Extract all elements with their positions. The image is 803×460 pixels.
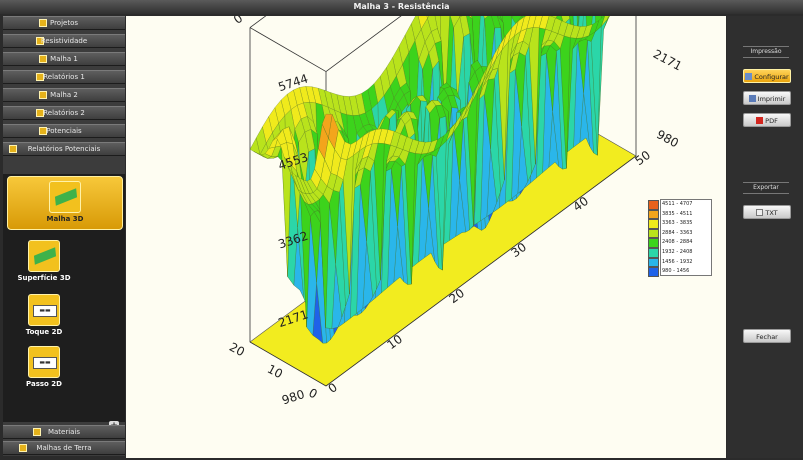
z-tick-label-left: 980 (280, 387, 306, 407)
configure-button[interactable]: Configurar (743, 69, 791, 83)
y-tick-label: 10 (265, 362, 285, 382)
pdf-button[interactable]: PDF (743, 113, 791, 127)
legend-swatch (648, 258, 659, 268)
sidebar-item-label: Malha 2 (3, 89, 125, 101)
chart-area: 0010102020303040405050010205744574445534… (126, 16, 726, 458)
legend-entry: 2408 - 2884 (648, 238, 712, 248)
window-title: Malha 3 - Resistência (0, 0, 803, 14)
legend-swatch (648, 219, 659, 229)
sidebar-item-1[interactable]: Resistividade (3, 34, 125, 48)
sidebar-item-5[interactable]: Relatórios 2 (3, 106, 125, 120)
surface-patch (607, 16, 617, 19)
sidebar-item-3[interactable]: Relatórios 1 (3, 70, 125, 84)
legend-swatch (648, 210, 659, 220)
txt-file-icon (756, 209, 763, 216)
configure-label: Configurar (754, 73, 788, 81)
tool-label: Malha 3D (8, 215, 122, 223)
legend-label: 3363 - 3835 (662, 219, 692, 229)
sidebar-item-label: Malhas de Terra (3, 442, 125, 454)
sidebar-item-label: Resistividade (3, 35, 125, 47)
legend-label: 1456 - 1932 (662, 258, 692, 268)
export-group-label: Exportar (743, 182, 789, 194)
y-tick-label: 20 (227, 340, 247, 360)
legend-entry: 2884 - 3363 (648, 229, 712, 239)
tool-label: Toque 2D (9, 328, 79, 336)
y-tick-label: 0 (306, 386, 319, 402)
print-group-label: Impressão (743, 46, 789, 58)
z-tick-label-right: 980 (654, 127, 681, 150)
legend-swatch (648, 267, 659, 277)
txt-button[interactable]: TXT (743, 205, 791, 219)
sidebar-item-2[interactable]: Malha 1 (3, 52, 125, 66)
profile-icon: ▬▬ (28, 294, 60, 326)
sidebar: Projetos Resistividade Malha 1 Relatórios 1… (3, 16, 125, 456)
legend-entry: 980 - 1456 (648, 267, 712, 277)
sidebar-bottom-item-0[interactable]: Materiais (3, 425, 125, 439)
sidebar-bottom-item-1[interactable]: Malhas de Terra (3, 441, 125, 455)
legend-swatch (648, 200, 659, 210)
printer-icon (749, 95, 756, 102)
x-tick-label-top: 0 (231, 16, 245, 27)
surface-icon (49, 181, 81, 213)
legend-label: 3835 - 4511 (662, 210, 692, 220)
close-label: Fechar (756, 333, 778, 341)
sidebar-item-label: Materiais (3, 426, 125, 438)
tool-label: Passo 2D (9, 380, 79, 388)
legend-entry: 3363 - 3835 (648, 219, 712, 229)
print-label: Imprimir (758, 95, 786, 103)
pdf-icon (756, 117, 763, 124)
tool-1[interactable]: Superfície 3D (9, 236, 79, 288)
legend-entry: 4511 - 4707 (648, 200, 712, 210)
x-tick-label: 50 (632, 148, 653, 168)
legend-label: 1932 - 2408 (662, 248, 692, 258)
profile-icon: ▬▬ (28, 346, 60, 378)
sidebar-item-0[interactable]: Projetos (3, 16, 125, 30)
txt-label: TXT (765, 209, 777, 217)
view-tool-panel: Malha 3D Superfície 3D ▬▬ Toque 2D ▬▬ Passo 2… (3, 174, 125, 422)
sidebar-item-label: Potenciais (3, 125, 125, 137)
legend-swatch (648, 248, 659, 258)
print-button[interactable]: Imprimir (743, 91, 791, 105)
legend-entry: 3835 - 4511 (648, 210, 712, 220)
sidebar-item-label: Malha 1 (3, 53, 125, 65)
close-button[interactable]: Fechar (743, 329, 791, 343)
sidebar-item-6[interactable]: Potenciais (3, 124, 125, 138)
sidebar-item-label: Relatórios 1 (3, 71, 125, 83)
z-tick-label-right: 2171 (651, 47, 685, 74)
sidebar-item-label: Relatórios Potenciais (3, 143, 125, 155)
x-tick-label: 0 (326, 380, 340, 396)
tool-2[interactable]: ▬▬ Toque 2D (9, 290, 79, 342)
tool-3[interactable]: ▬▬ Passo 2D (9, 342, 79, 394)
sidebar-item-4[interactable]: Malha 2 (3, 88, 125, 102)
legend-label: 980 - 1456 (662, 267, 689, 277)
sidebar-item-7[interactable]: Relatórios Potenciais (3, 142, 125, 156)
configure-icon (745, 73, 752, 80)
legend-label: 2408 - 2884 (662, 238, 692, 248)
sidebar-item-label: Relatórios 2 (3, 107, 125, 119)
legend-swatch (648, 229, 659, 239)
pdf-label: PDF (765, 117, 778, 125)
legend-swatch (648, 238, 659, 248)
surface-icon (28, 240, 60, 272)
legend-label: 2884 - 3363 (662, 229, 692, 239)
surface-3d-chart: 0010102020303040405050010205744574445534… (126, 16, 726, 458)
sidebar-item-label: Projetos (3, 17, 125, 29)
tool-0[interactable]: Malha 3D (7, 176, 123, 230)
legend-entry: 1456 - 1932 (648, 258, 712, 268)
legend-entry: 1932 - 2408 (648, 248, 712, 258)
legend-label: 4511 - 4707 (662, 200, 692, 210)
axis-line (250, 28, 326, 72)
tool-label: Superfície 3D (9, 274, 79, 282)
right-panel: Impressão Configurar Imprimir PDF Export… (727, 16, 803, 458)
